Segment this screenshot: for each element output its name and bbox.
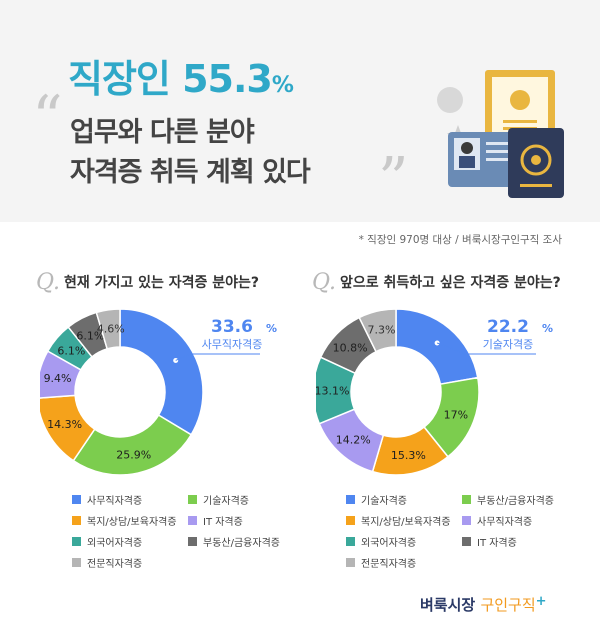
legend-item: 기술자격증 [188, 492, 249, 507]
legend-swatch [462, 537, 471, 546]
legend-swatch [72, 537, 81, 546]
headline-pct: % [271, 73, 294, 98]
legend-label: IT 자격증 [203, 517, 243, 528]
legend-item: 전문직자격증 [346, 555, 416, 570]
logo-plus-icon: + [535, 594, 547, 609]
legend-item: 부동산/금융자격증 [188, 534, 280, 549]
legend-swatch [72, 516, 81, 525]
q-mark: Q. [36, 270, 60, 295]
legend-label: 복지/상담/보육자격증 [361, 517, 451, 528]
callout-label: 사무직자격증 [202, 338, 263, 351]
callout-pct: % [542, 322, 553, 335]
slice-value-label: 4.6% [97, 323, 125, 336]
legend-label: 기술자격증 [203, 496, 249, 507]
callout-value: 22.2 [487, 317, 529, 337]
legend-swatch [462, 516, 471, 525]
slice-value-label: 10.8% [333, 341, 368, 354]
legend-item: IT 자격증 [188, 513, 243, 528]
slice-value-label: 14.3% [47, 418, 82, 431]
headline: 직장인 55.3% [68, 48, 294, 103]
logo-part2: 구인구직 [480, 596, 536, 614]
donut-slice [358, 308, 397, 353]
legend-swatch [346, 558, 355, 567]
callout-pct: % [266, 322, 277, 335]
question-1-title: Q. 현재 가지고 있는 자격증 분야는? [36, 270, 259, 295]
slice-value-label: 6.1% [76, 329, 104, 342]
donut-slice [395, 308, 479, 386]
slice-value-label: 7.3% [367, 324, 395, 337]
legend-item: 기술자격증 [346, 492, 407, 507]
logo-part1: 벼룩시장 [420, 596, 481, 614]
quote-close-mark: ” [378, 145, 409, 215]
legend-swatch [346, 516, 355, 525]
legend-swatch [346, 537, 355, 546]
callout-line [436, 342, 536, 355]
subline-2: 자격증 취득 계획 있다 [70, 157, 311, 188]
legend-swatch [462, 495, 471, 504]
legend-swatch [188, 537, 197, 546]
legend-item: 외국어자격증 [346, 534, 416, 549]
legend-label: 사무직자격증 [87, 496, 143, 507]
slice-value-label: 9.4% [44, 372, 72, 385]
legend-label: 복지/상담/보육자격증 [87, 517, 177, 528]
legend-label: 전문직자격증 [87, 559, 143, 570]
slice-value-label: 17% [444, 409, 468, 422]
legend-swatch [188, 516, 197, 525]
subline-1: 업무와 다른 분야 [70, 117, 255, 148]
slice-value-label: 14.2% [336, 434, 371, 447]
legend-label: 사무직자격증 [477, 517, 533, 528]
legend-swatch [188, 495, 197, 504]
slice-value-label: 15.3% [391, 449, 426, 462]
donut-chart-desired: 17% 15.3% 14.2% 13.1% 10.8% 7.3% 22.2 % 기술자격증 [316, 308, 553, 476]
callout-value: 33.6 [211, 317, 253, 337]
brand-logo: 벼룩시장 구인구직+ [420, 594, 547, 615]
slice-value-label: 25.9% [116, 449, 151, 462]
slice-value-label: 6.1% [57, 344, 85, 357]
donut-slice [95, 308, 121, 350]
question-2-title: Q. 앞으로 취득하고 싶은 자격증 분야는? [312, 270, 561, 295]
legend-label: 외국어자격증 [361, 538, 417, 549]
legend-label: 부동산/금융자격증 [477, 496, 554, 507]
question-1-text: 현재 가지고 있는 자격증 분야는? [63, 275, 259, 291]
legend-label: 기술자격증 [361, 496, 407, 507]
legend-item: 사무직자격증 [462, 513, 532, 528]
legend-item: 복지/상담/보육자격증 [346, 513, 451, 528]
callout-label: 기술자격증 [483, 338, 534, 351]
legend-label: 외국어자격증 [87, 538, 143, 549]
survey-note: * 직장인 970명 대상 / 벼룩시장구인구직 조사 [358, 234, 562, 246]
legend-swatch [72, 558, 81, 567]
donut-chart-current: 25.9%14.3%9.4%6.1%6.1%4.6% 33.6 %사무직자격증 [40, 308, 277, 476]
quote-open-mark: “ [32, 83, 63, 153]
callout-dot [434, 340, 440, 346]
legend-item: 외국어자격증 [72, 534, 142, 549]
callout-dot [173, 357, 179, 363]
donut-slice [40, 394, 96, 462]
headline-main: 직장인 55.3 [68, 57, 273, 101]
legend-label: 부동산/금융자격증 [203, 538, 280, 549]
decor-circle [437, 87, 463, 113]
q-mark: Q. [312, 270, 336, 295]
legend-item: 복지/상담/보육자격증 [72, 513, 177, 528]
callout-line [175, 353, 260, 361]
legend-item: IT 자격증 [462, 534, 517, 549]
legend-item: 사무직자격증 [72, 492, 142, 507]
question-2-text: 앞으로 취득하고 싶은 자격증 분야는? [339, 275, 561, 291]
slice-value-label: 13.1% [316, 385, 349, 398]
legend-swatch [346, 495, 355, 504]
legend-label: IT 자격증 [477, 538, 517, 549]
medal-icon [510, 90, 530, 110]
certificate-illustration [437, 70, 564, 198]
legend-item: 전문직자격증 [72, 555, 142, 570]
donut-slice [72, 414, 193, 476]
donut-slice [119, 308, 204, 436]
legend-label: 전문직자격증 [361, 559, 417, 570]
legend-swatch [72, 495, 81, 504]
legend-item: 부동산/금융자격증 [462, 492, 554, 507]
